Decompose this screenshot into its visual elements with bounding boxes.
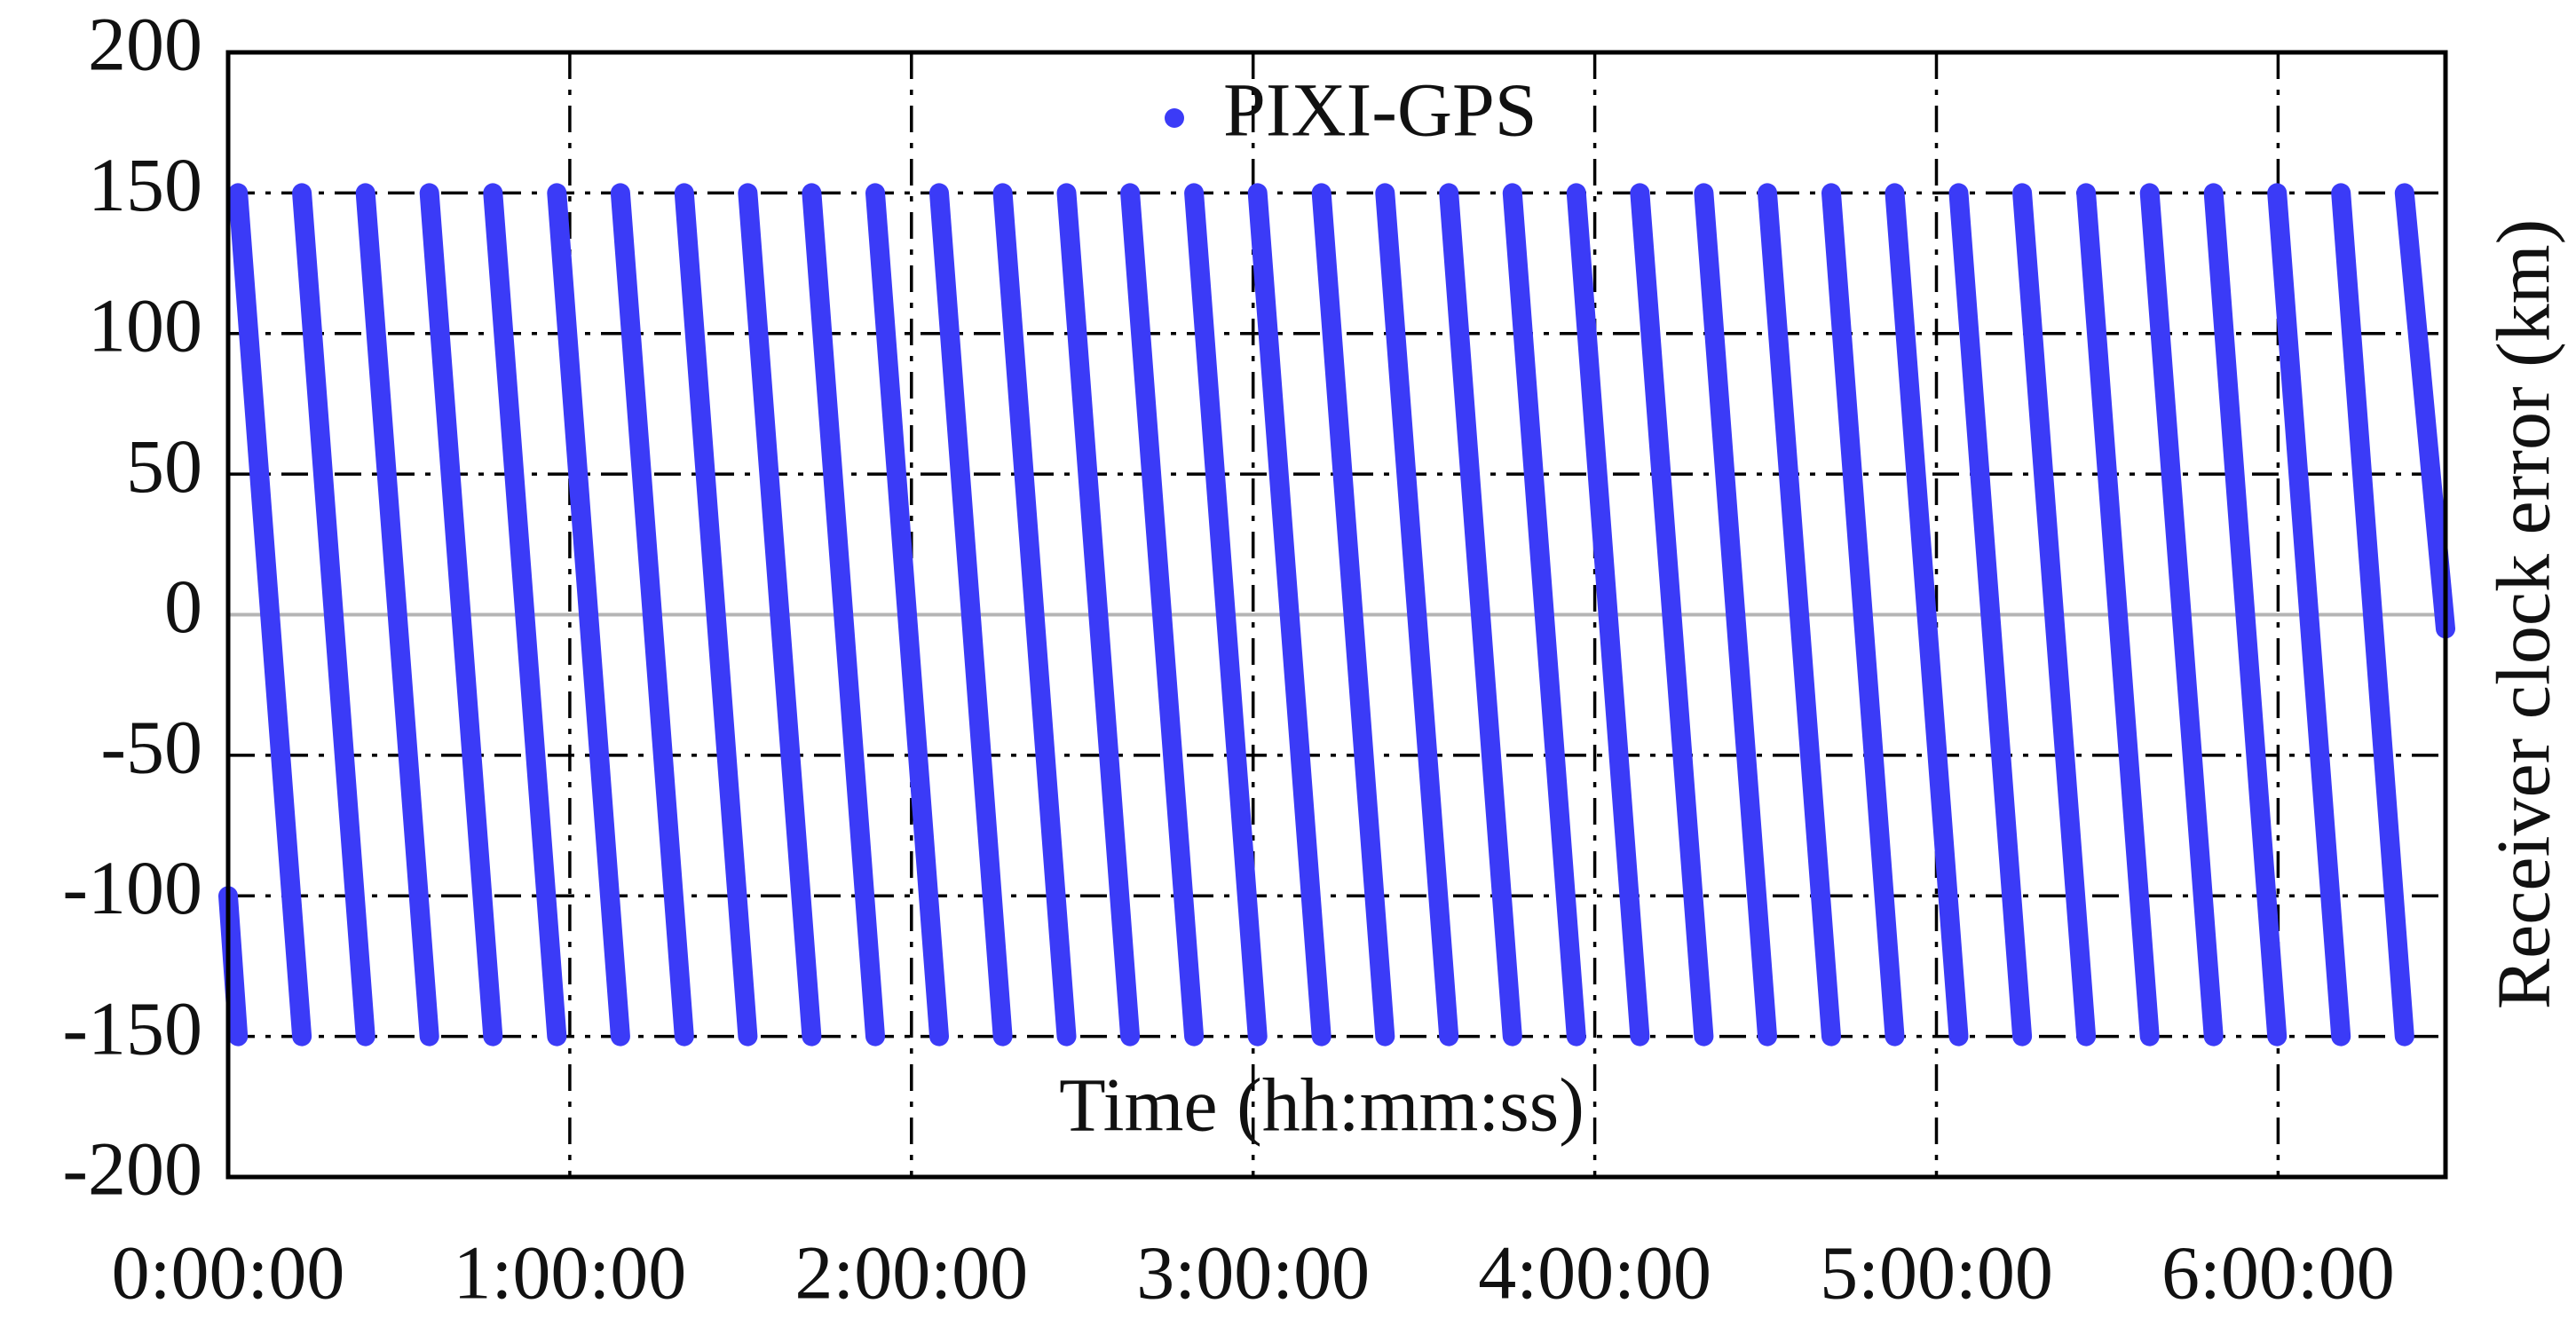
- x-tick-label: 4:00:00: [1478, 1230, 1711, 1315]
- y-tick-label: 100: [88, 282, 202, 367]
- y-tick-label: -200: [62, 1126, 202, 1212]
- plot-frame: [225, 50, 2448, 1180]
- y-axis-label: Receiver clock error (km): [2481, 219, 2566, 1010]
- x-tick-label: 3:00:00: [1136, 1230, 1370, 1315]
- x-tick-label: 1:00:00: [454, 1230, 687, 1315]
- x-axis-label: Time (hh:mm:ss): [1059, 1062, 1584, 1148]
- legend-marker: [1165, 108, 1184, 128]
- x-tick-label: 6:00:00: [2161, 1230, 2395, 1315]
- x-tick-label: 5:00:00: [1820, 1230, 2053, 1315]
- y-tick-label: 50: [126, 423, 202, 509]
- y-tick-label: -50: [100, 705, 202, 790]
- y-tick-label: 0: [164, 564, 202, 649]
- x-tick-label: 0:00:00: [112, 1230, 345, 1315]
- data-line: [218, 183, 2455, 1047]
- plot-area: [218, 183, 2455, 1047]
- legend-label: PIXI-GPS: [1223, 67, 1537, 153]
- y-tick-label: -100: [62, 845, 202, 930]
- y-tick-label: 200: [88, 2, 202, 87]
- y-tick-label: -150: [62, 985, 202, 1070]
- x-tick-label: 2:00:00: [794, 1230, 1028, 1315]
- y-tick-label: 150: [88, 142, 202, 227]
